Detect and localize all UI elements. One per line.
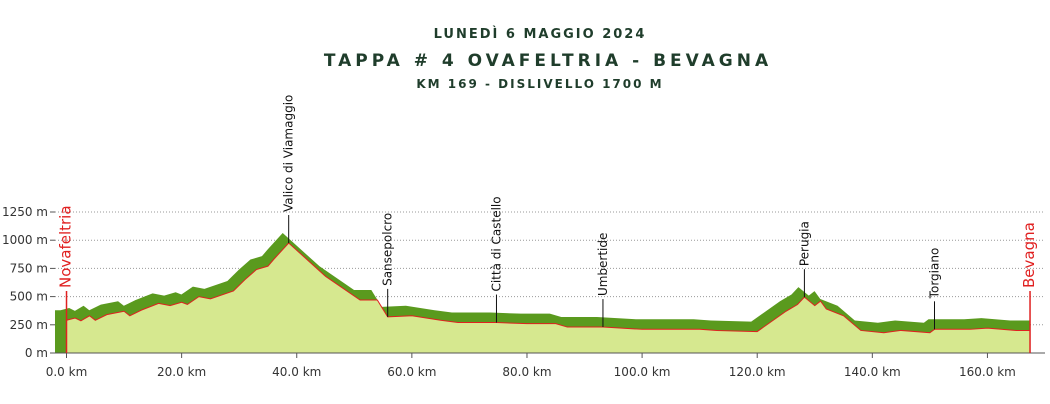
x-tick-label: 40.0 km xyxy=(272,365,321,379)
y-tick-label: 0 m xyxy=(25,346,48,360)
x-tick-label: 60.0 km xyxy=(387,365,436,379)
profile-line xyxy=(66,242,1031,334)
place-label: Novafeltria xyxy=(57,205,75,288)
x-tick-label: 20.0 km xyxy=(157,365,206,379)
x-tick-label: 140.0 km xyxy=(844,365,901,379)
place-label: Bevagna xyxy=(1020,222,1038,288)
y-tick-label: 500 m xyxy=(10,290,48,304)
place-label: Sansepolcro xyxy=(381,213,395,286)
x-tick-label: 160.0 km xyxy=(959,365,1016,379)
x-tick-label: 0.0 km xyxy=(46,365,88,379)
place-label: Torgiano xyxy=(927,248,941,300)
profile-area xyxy=(66,243,1031,353)
chart-subtitle: TAPPA # 4 OVAFELTRIA - BEVAGNA xyxy=(324,51,772,71)
place-label: Valico di Viamaggio xyxy=(282,95,296,212)
place-label: Perugia xyxy=(797,221,811,266)
place-label: Città di Castello xyxy=(489,196,503,291)
y-tick-label: 1000 m xyxy=(2,233,48,247)
chart-caption: KM 169 - DISLIVELLO 1700 M xyxy=(416,77,663,91)
x-tick-label: 100.0 km xyxy=(614,365,671,379)
x-tick-label: 120.0 km xyxy=(729,365,786,379)
x-tick-label: 80.0 km xyxy=(502,365,551,379)
y-tick-label: 250 m xyxy=(10,318,48,332)
y-tick-label: 1250 m xyxy=(2,205,48,219)
y-tick-label: 750 m xyxy=(10,261,48,275)
place-label: Umbertide xyxy=(596,233,610,296)
chart-title: LUNEDÌ 6 MAGGIO 2024 xyxy=(434,26,647,42)
